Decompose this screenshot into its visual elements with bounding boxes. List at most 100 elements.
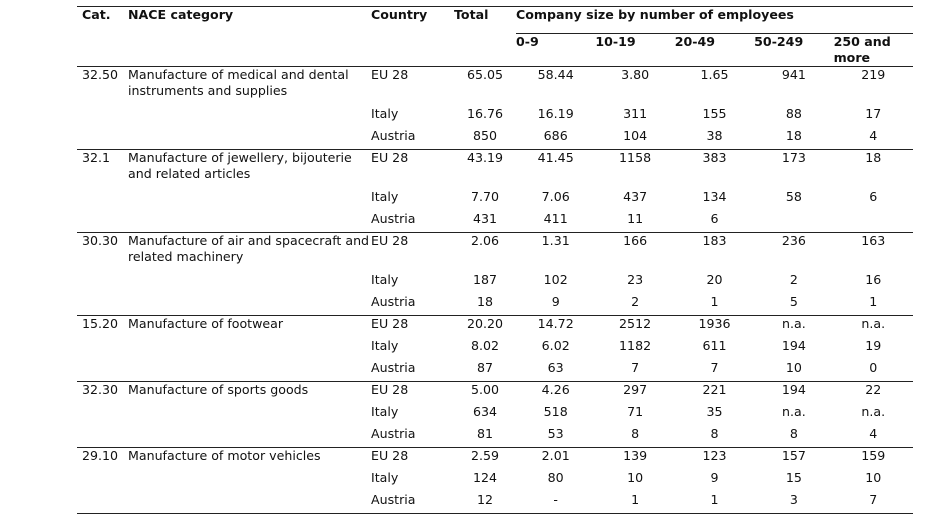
size-cell-1: 437 — [623, 188, 648, 204]
table-row: 32.1 Manufacture of jewellery, bijouterie… — [77, 150, 913, 189]
country-cell: EU 28 — [371, 67, 409, 82]
country-cell: EU 28 — [371, 316, 409, 331]
size-cell-0: 686 — [516, 127, 596, 150]
size-cell-3 — [754, 210, 834, 233]
total-cell: 65.05 — [466, 67, 504, 82]
country-cell: Austria — [371, 210, 454, 233]
size-cell-2: 6 — [674, 210, 755, 233]
cat-cell-empty — [77, 491, 128, 514]
size-cell-3: 941 — [781, 67, 806, 82]
cat-cell: 15.20 — [82, 316, 119, 331]
country-cell: Italy — [371, 188, 399, 204]
size-cell-3: 157 — [781, 448, 806, 463]
nace-cell-empty — [128, 338, 371, 360]
size-cell-1: 104 — [595, 127, 675, 150]
table-row: 30.30 Manufacture of air and spacecraft a… — [77, 233, 913, 272]
cat-cell: 32.50 — [82, 67, 119, 82]
nace-cell-empty — [128, 404, 371, 426]
size-cell-4: 18 — [865, 150, 882, 165]
header-nace: NACE category — [128, 6, 371, 67]
size-cell-0: 1.31 — [541, 233, 570, 248]
size-cell-4: 4 — [833, 425, 913, 448]
size-cell-2: 123 — [702, 448, 727, 463]
size-cell-3: 173 — [781, 150, 806, 165]
nace-cell: Manufacture of footwear — [128, 316, 284, 331]
size-cell-1: 3.80 — [621, 67, 650, 82]
table-row: Italy 7.70 7.06 437 134 58 6 — [77, 189, 913, 211]
table-row: 32.30 Manufacture of sports goods EU 28 5.0… — [77, 382, 913, 404]
size-cell-4: 22 — [865, 382, 882, 397]
size-cell-3: 3 — [754, 491, 834, 514]
table-row: 32.50 Manufacture of medical and dental i… — [77, 67, 913, 106]
size-cell-3: 58 — [785, 188, 802, 204]
size-cell-2: 38 — [674, 127, 755, 150]
table-row: Austria 81 53 8 8 8 4 — [77, 425, 913, 448]
size-cell-4: 219 — [861, 67, 886, 82]
size-cell-1: 2 — [595, 293, 675, 316]
country-cell: Italy — [371, 105, 399, 121]
size-cell-0: 9 — [516, 293, 596, 316]
total-cell: 20.20 — [466, 316, 504, 331]
size-cell-0: 6.02 — [541, 337, 570, 353]
size-cell-4: 0 — [833, 359, 913, 382]
size-cell-4: 19 — [865, 337, 882, 353]
nace-cell-empty — [128, 425, 371, 448]
nace-cell-empty — [128, 127, 371, 150]
total-cell: 16.76 — [466, 105, 504, 121]
total-cell: 431 — [454, 210, 516, 233]
table-row: Italy 8.02 6.02 1182 611 194 19 — [77, 338, 913, 360]
country-cell: Italy — [371, 337, 399, 353]
size-cell-1: 1182 — [619, 337, 652, 353]
size-cell-3: 10 — [754, 359, 834, 382]
size-cell-2: 1 — [674, 491, 755, 514]
size-cell-2: 9 — [710, 469, 719, 485]
size-cell-1: 23 — [627, 271, 644, 287]
header-country: Country — [371, 6, 454, 67]
size-cell-1: 311 — [623, 105, 648, 121]
country-cell: Austria — [371, 127, 454, 150]
table-row: Italy 634 518 71 35 n.a. n.a. — [77, 404, 913, 426]
header-size-50-249: 50-249 — [754, 33, 834, 67]
size-cell-2: 383 — [702, 150, 727, 165]
total-cell: 8.02 — [470, 337, 500, 353]
header-size-250-more: 250 and more — [833, 33, 913, 67]
table-row: Austria 87 63 7 7 10 0 — [77, 359, 913, 382]
cat-cell-empty — [77, 359, 128, 382]
size-cell-0: - — [516, 491, 596, 514]
size-cell-4: 6 — [869, 188, 878, 204]
size-cell-0: 518 — [543, 403, 568, 419]
size-cell-1: 297 — [623, 382, 648, 397]
size-cell-4: n.a. — [861, 403, 886, 419]
size-cell-0: 58.44 — [537, 67, 574, 82]
size-cell-2: 20 — [706, 271, 723, 287]
size-cell-0: 41.45 — [537, 150, 574, 165]
size-cell-3: 194 — [781, 337, 806, 353]
table-body: 32.50 Manufacture of medical and dental i… — [77, 67, 913, 514]
size-cell-4: n.a. — [861, 316, 886, 331]
size-cell-2: 183 — [702, 233, 727, 248]
size-cell-3: n.a. — [782, 316, 806, 331]
size-cell-1: 139 — [623, 448, 648, 463]
table-row: Italy 124 80 10 9 15 10 — [77, 470, 913, 492]
total-cell: 43.19 — [466, 150, 504, 165]
size-cell-4: 7 — [833, 491, 913, 514]
size-cell-2: 155 — [702, 105, 727, 121]
total-cell: 18 — [454, 293, 516, 316]
size-cell-2: 7 — [674, 359, 755, 382]
size-cell-1: 7 — [595, 359, 675, 382]
size-cell-0: 80 — [547, 469, 564, 485]
size-cell-2: 221 — [702, 382, 727, 397]
size-cell-4 — [833, 210, 913, 233]
cat-cell-empty — [77, 106, 128, 128]
country-cell: EU 28 — [371, 382, 409, 397]
table-row: Austria 431 411 11 6 — [77, 210, 913, 233]
cat-cell-empty — [77, 470, 128, 492]
size-cell-3: 15 — [785, 469, 802, 485]
size-cell-3: 2 — [789, 271, 798, 287]
country-cell: Italy — [371, 469, 399, 485]
country-cell: Italy — [371, 403, 399, 419]
size-cell-1: 8 — [595, 425, 675, 448]
cat-cell-empty — [77, 425, 128, 448]
size-cell-3: 88 — [785, 105, 802, 121]
country-cell: EU 28 — [371, 448, 409, 463]
